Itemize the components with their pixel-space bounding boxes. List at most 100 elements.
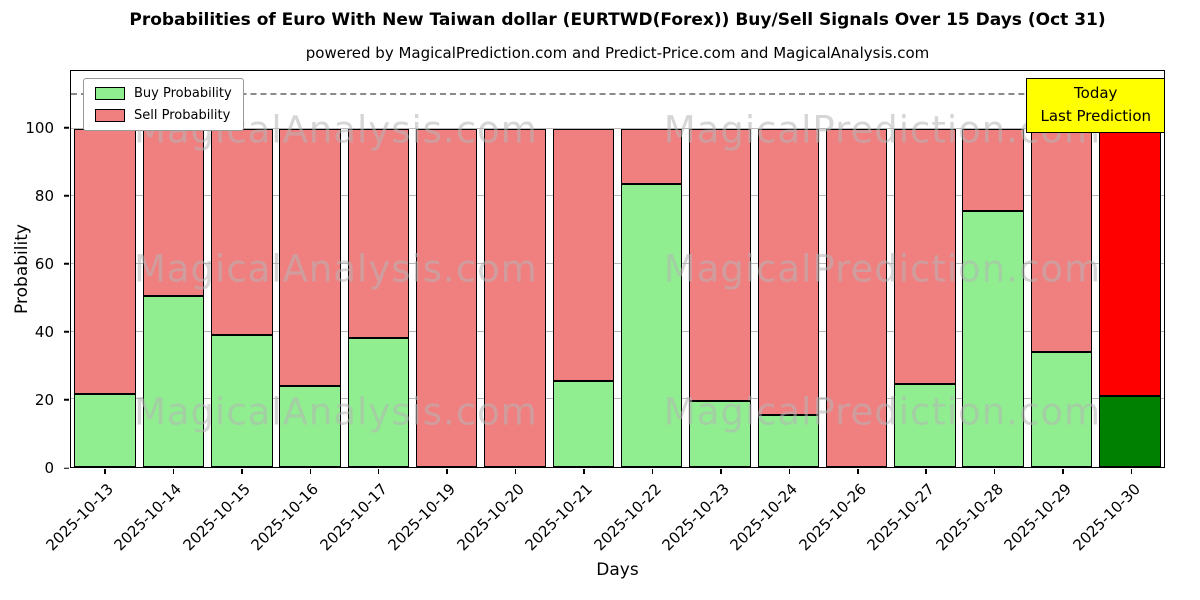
gridline-layer <box>71 71 1164 467</box>
buy-segment <box>962 211 1024 467</box>
sell-segment <box>689 128 751 402</box>
bar-slot <box>481 71 549 467</box>
x-slot: 2025-10-16 <box>248 469 343 569</box>
chart-subtitle: powered by MagicalPrediction.com and Pre… <box>305 44 930 62</box>
x-tick-mark <box>720 469 722 474</box>
gridline <box>71 127 1164 129</box>
gridline <box>71 398 1164 400</box>
y-tick-label: 20 <box>34 390 54 409</box>
y-tick-mark <box>64 263 69 265</box>
x-slot: 2025-10-22 <box>590 469 686 569</box>
stacked-bar <box>484 71 546 467</box>
legend: Buy Probability Sell Probability <box>83 78 244 131</box>
sell-segment <box>484 128 546 467</box>
bar-slot <box>549 71 617 467</box>
buy-segment <box>552 380 615 467</box>
x-tick-mark <box>651 469 654 474</box>
legend-label-sell: Sell Probability <box>134 108 231 123</box>
y-tick-label: 100 <box>25 118 54 137</box>
y-tick-mark <box>64 195 69 197</box>
bar-slot <box>891 71 959 467</box>
x-slot: 2025-10-24 <box>727 469 822 569</box>
stacked-bar <box>552 71 615 467</box>
x-slot: 2025-10-28 <box>932 469 1028 569</box>
buy-segment <box>689 401 751 467</box>
stacked-bar <box>894 71 956 467</box>
stacked-bar <box>1030 71 1093 467</box>
y-tick-mark <box>64 467 69 469</box>
legend-item-buy: Buy Probability <box>95 86 232 101</box>
gridline <box>71 330 1164 332</box>
x-slot: 2025-10-21 <box>522 469 617 569</box>
x-tick-mark <box>857 469 859 474</box>
upper-dashed-line <box>71 92 1164 95</box>
chart-title: Probabilities of Euro With New Taiwan do… <box>129 10 1106 30</box>
stacked-bar <box>279 71 341 467</box>
buy-segment <box>1030 351 1093 467</box>
buy-segment <box>142 296 205 467</box>
x-axis-title: Days <box>596 560 639 580</box>
plot-area: MagicalAnalysis.com MagicalPrediction.co… <box>70 70 1165 468</box>
sell-color-patch <box>95 109 125 122</box>
sell-segment <box>279 128 341 386</box>
bar-slot <box>618 71 686 467</box>
x-slot: 2025-10-26 <box>795 469 891 569</box>
sell-segment <box>962 128 1024 212</box>
sell-segment <box>825 128 888 467</box>
x-tick-mark <box>446 469 448 474</box>
x-tick-mark <box>309 469 312 474</box>
sell-segment <box>757 128 820 415</box>
x-tick-mark <box>172 469 175 474</box>
x-slot: 2025-10-14 <box>111 469 206 569</box>
stacked-bar <box>962 71 1024 467</box>
y-tick-label: 0 <box>44 459 54 477</box>
legend-label-buy: Buy Probability <box>134 86 232 101</box>
x-slot: 2025-10-13 <box>43 469 138 569</box>
sell-segment <box>211 128 273 336</box>
bar-slot <box>754 71 822 467</box>
y-axis: 0 20 40 60 80 100 <box>0 70 70 477</box>
buy-segment <box>74 394 136 467</box>
x-slot: 2025-10-27 <box>864 469 959 569</box>
sell-segment <box>1030 128 1093 352</box>
today-annotation: Today Last Prediction <box>1026 78 1165 133</box>
buy-segment <box>211 335 273 467</box>
y-tick-mark <box>64 399 69 401</box>
bar-slot <box>686 71 754 467</box>
x-slot: 2025-10-20 <box>453 469 549 569</box>
x-tick-mark <box>104 469 106 474</box>
bar-slot <box>276 71 344 467</box>
stacked-bar <box>757 71 820 467</box>
bar-slot <box>208 71 276 467</box>
buy-segment <box>757 414 820 467</box>
stacked-bar <box>689 71 751 467</box>
bar-slot <box>344 71 412 467</box>
bar-slot <box>1027 71 1095 467</box>
bar-slot <box>822 71 890 467</box>
x-tick-mark <box>241 469 243 474</box>
stacked-bar <box>1099 71 1161 467</box>
legend-item-sell: Sell Probability <box>95 108 232 123</box>
bars-layer <box>71 71 1164 467</box>
today-annotation-line2: Last Prediction <box>1040 107 1151 126</box>
x-tick-mark <box>993 469 996 474</box>
y-tick-mark <box>64 127 69 129</box>
x-axis: 2025-10-13 2025-10-14 2025-10-15 2025-10-16… <box>43 469 1165 569</box>
buy-color-patch <box>95 87 125 100</box>
sell-segment <box>74 128 136 395</box>
sell-segment <box>142 128 205 297</box>
x-slot: 2025-10-29 <box>1001 469 1096 569</box>
y-tick-label: 40 <box>34 322 54 341</box>
sell-segment <box>415 128 478 467</box>
x-tick-mark <box>514 469 517 474</box>
x-tick-mark <box>925 469 927 474</box>
stacked-bar <box>620 71 683 467</box>
bar-slot <box>413 71 481 467</box>
x-slot: 2025-10-23 <box>659 469 754 569</box>
stacked-bar <box>211 71 273 467</box>
sell-segment <box>347 128 410 339</box>
x-slot: 2025-10-15 <box>179 469 275 569</box>
x-tick-label: 2025-10-13 <box>42 480 117 555</box>
buy-segment <box>347 338 410 467</box>
x-slot: 2025-10-30 <box>1069 469 1165 569</box>
